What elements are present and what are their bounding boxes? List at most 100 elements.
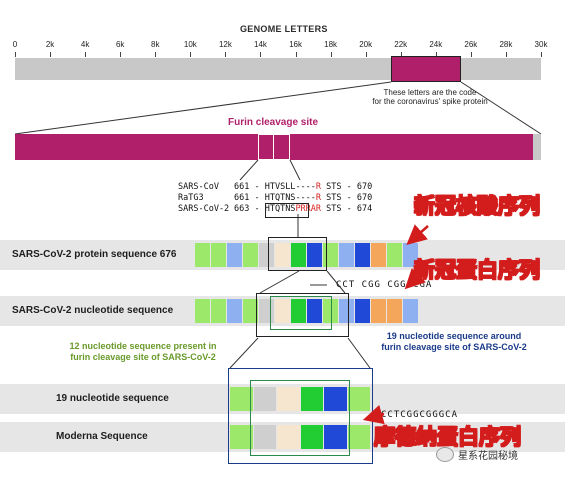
genome-tick-mark — [15, 52, 16, 57]
sequence-cell — [307, 243, 322, 267]
alignment-end: STS - 670 — [321, 193, 373, 203]
alignment-cleavage-residue: R — [315, 193, 322, 203]
genome-tick-mark — [435, 52, 437, 57]
genome-tick-mark — [155, 52, 157, 57]
genome-tick-mark — [505, 52, 507, 57]
sequence-cell — [387, 243, 402, 267]
alignment-species: RaTG3 — [178, 193, 204, 203]
genome-tick-label: 14k — [254, 40, 267, 49]
sequence-cell — [211, 299, 226, 323]
sequence-cell — [243, 299, 258, 323]
nuc19-row-label: 19 nucleotide sequence — [56, 393, 169, 404]
alignment-species: SARS-CoV — [178, 182, 219, 192]
alignment-block: SARS-CoV 661 - HTVSLL----R STS - 670 RaTG3… — [178, 182, 388, 215]
watermark-text: 星系花园秘境 — [458, 451, 518, 462]
alignment-seq: HTQTNS — [264, 193, 296, 203]
genome-tick-label: 10k — [183, 40, 197, 49]
genome-tick-label: 18k — [324, 40, 338, 49]
alignment-gap: ---- — [295, 182, 316, 192]
sequence-cell — [230, 425, 253, 449]
spike-note: These letters are the code for the coron… — [340, 88, 520, 106]
genome-tick-label: 28k — [499, 40, 513, 49]
sequence-cell — [275, 243, 290, 267]
alignment-seq: HTQTNS — [264, 204, 296, 214]
genome-tick-mark — [330, 52, 332, 57]
genome-tick-mark — [470, 52, 472, 57]
genome-tick-label: 6k — [115, 40, 125, 49]
genome-tick-label: 24k — [429, 40, 443, 49]
furin-site-divider — [273, 134, 274, 160]
protein-bar-spike — [15, 134, 533, 160]
alignment-row: SARS-CoV 661 - HTVSLL----R STS - 670 — [178, 182, 388, 193]
genome-tick-label: 30k — [534, 40, 548, 49]
sequence-cell — [324, 425, 347, 449]
alignment-start: 661 - — [234, 182, 265, 192]
genome-tick-label: 12k — [218, 40, 232, 49]
genome-tick-mark — [260, 52, 262, 57]
genome-tick-mark — [365, 52, 367, 57]
green-annotation-line1: 12 nucleotide sequence present in — [69, 341, 217, 351]
green-annotation-line2: furin cleavage site of SARS-CoV-2 — [70, 352, 216, 362]
sequence-cell — [275, 299, 290, 323]
cn-label-moderna: 摩德纳蛋白序列 — [374, 425, 522, 450]
genome-tick-mark — [120, 52, 122, 57]
alignment-cleavage-residue: R — [315, 204, 322, 214]
sequence-cell — [371, 243, 386, 267]
genome-axis: 0 2k 4k 6k 8k 10k 12k 14k 16k 18k 20k 22k 24k 26k 28k 3… — [0, 38, 565, 58]
sequence-cell — [339, 243, 354, 267]
nucleotide-letters: CCT CGG CGG CGA — [336, 280, 433, 290]
spike-note-line1: These letters are the code — [383, 88, 477, 97]
arrow-moderna — [362, 404, 385, 425]
sequence-cell — [211, 243, 226, 267]
sequence-cell — [371, 299, 386, 323]
moderna-row-label: Moderna Sequence — [56, 431, 148, 442]
genome-tick-mark — [50, 52, 52, 57]
blue-annotation: 19 nucleotide sequence around furin clea… — [354, 331, 554, 353]
alignment-row: RaTG3 661 - HTQTNS----R STS - 670 — [178, 193, 388, 204]
moderna-cells — [230, 425, 371, 449]
sequence-cell — [259, 243, 274, 267]
sequence-cell — [355, 299, 370, 323]
sequence-cell — [323, 299, 338, 323]
alignment-cleavage-residue: R — [315, 182, 322, 192]
sequence-cell — [291, 299, 306, 323]
sequence-cell — [230, 387, 253, 411]
sequence-cell — [347, 425, 370, 449]
sequence-cell — [307, 299, 322, 323]
genome-tick-label: 8k — [151, 40, 160, 49]
alignment-start: 661 - — [234, 193, 265, 203]
sequence-cell — [339, 299, 354, 323]
blue-annotation-line2: furin cleavage site of SARS-CoV-2 — [381, 342, 527, 352]
sequence-cell — [300, 425, 323, 449]
alignment-gap: PRRA — [295, 204, 316, 214]
alignment-start: 663 - — [234, 204, 265, 214]
sequence-cell — [387, 299, 402, 323]
sequence-cell — [195, 299, 210, 323]
furin-site-box — [258, 134, 290, 160]
sequence-cell — [277, 387, 300, 411]
sequence-cell — [195, 243, 210, 267]
alignment-row: SARS-CoV-2 663 - HTQTNSPRRAR STS - 674 — [178, 204, 388, 215]
sequence-cell — [243, 243, 258, 267]
nucleotide-row-label: SARS-CoV-2 nucleotide sequence — [12, 305, 174, 316]
protein-highlight — [268, 237, 327, 271]
nucleotide-highlight-outer — [256, 293, 349, 337]
cn-label-protein: 新冠蛋白序列 — [414, 258, 541, 283]
genome-tick-label: 20k — [359, 40, 373, 49]
protein-row-label: SARS-CoV-2 protein sequence 676 — [12, 249, 177, 260]
alignment-gap: ---- — [295, 193, 316, 203]
sequence-cell — [277, 425, 300, 449]
moderna-letters: CCTCGGCGGGCA — [381, 410, 459, 420]
sequence-cell — [403, 243, 418, 267]
genome-tick-label: 2k — [45, 40, 55, 49]
genome-tick-label: 4k — [80, 40, 90, 49]
blue-annotation-line1: 19 nucleotide sequence around — [386, 331, 522, 341]
sequence-cell — [253, 387, 276, 411]
genome-tick-label: 16k — [289, 40, 302, 49]
sequence-cell — [291, 243, 306, 267]
moderna-highlight — [250, 380, 350, 456]
genome-tick-label: 26k — [464, 40, 478, 49]
wechat-icon — [436, 447, 454, 462]
arrow-protein — [404, 265, 429, 290]
sequence-cell — [227, 243, 242, 267]
